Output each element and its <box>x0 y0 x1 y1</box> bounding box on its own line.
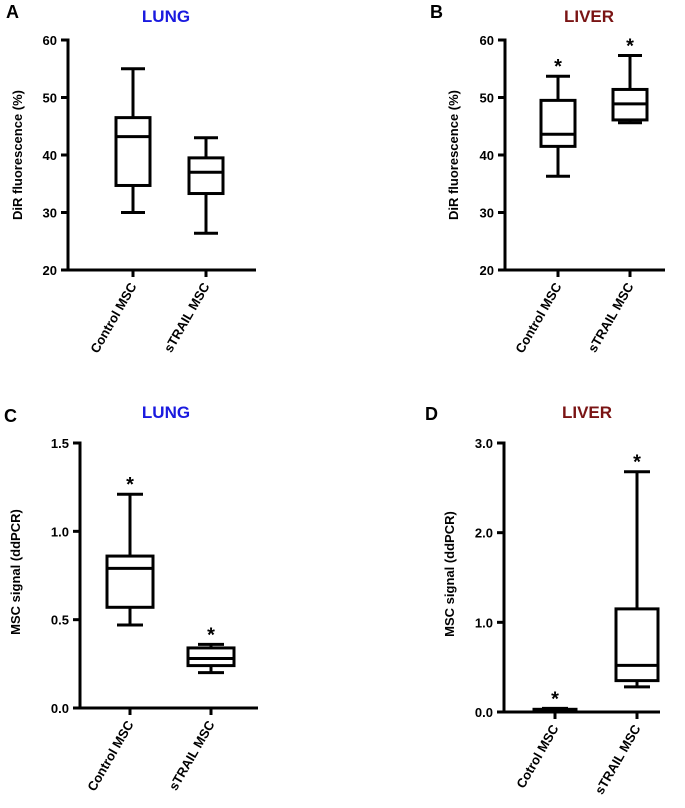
significance-marker: * <box>207 624 215 646</box>
y-axis-label: DiR fluorescence (%) <box>446 90 461 220</box>
chart-title: LIVER <box>562 403 612 422</box>
box-iqr <box>539 98 577 148</box>
y-axis-label: MSC signal (ddPCR) <box>8 509 23 635</box>
y-tick-label: 40 <box>43 148 57 163</box>
x-tick-label: sTRAIL MSC <box>592 721 644 796</box>
y-tick-label: 1.0 <box>51 524 69 539</box>
panel-d: D LIVER MSC signal (ddPCR) 0.0 1.0 2.0 3.0 Cotr… <box>425 403 660 797</box>
panel-letter: C <box>4 406 17 426</box>
y-tick-label: 40 <box>480 148 494 163</box>
y-tick-label: 30 <box>43 206 57 221</box>
y-tick-label: 1.5 <box>51 436 69 451</box>
panel-a: A LUNG DiR fluorescence (%) 20 30 40 50 60 Contr… <box>6 2 256 356</box>
panel-letter: B <box>430 2 443 22</box>
x-tick-label: sTRAIL MSC <box>161 279 213 354</box>
y-tick-label: 2.0 <box>475 526 493 541</box>
y-axis-label: MSC signal (ddPCR) <box>442 511 457 637</box>
significance-marker: * <box>551 688 559 710</box>
panel-c: C LUNG MSC signal (ddPCR) 0.0 0.5 1.0 1.5 Contr… <box>4 403 258 794</box>
significance-marker: * <box>126 474 134 496</box>
x-tick-label: Control MSC <box>87 279 140 355</box>
chart-title: LUNG <box>142 7 190 26</box>
x-tick-label: Cotrol MSC <box>513 721 562 790</box>
panel-b: B LIVER DiR fluorescence (%) 20 30 40 50 60 Cont… <box>430 2 665 356</box>
x-tick-label: sTRAIL MSC <box>166 717 218 792</box>
significance-marker: * <box>626 36 634 58</box>
y-tick-label: 30 <box>480 206 494 221</box>
panel-letter: D <box>425 404 438 424</box>
x-tick-label: Control MSC <box>84 717 137 793</box>
box-iqr <box>105 554 155 609</box>
box-iqr <box>614 607 660 683</box>
box-iqr <box>187 156 225 196</box>
y-tick-label: 20 <box>43 263 57 278</box>
panel-letter: A <box>6 2 19 22</box>
y-tick-label: 0.5 <box>51 613 69 628</box>
significance-marker: * <box>633 452 641 474</box>
box-iqr <box>114 116 152 187</box>
y-tick-label: 0.0 <box>51 701 69 716</box>
x-tick-label: Control MSC <box>512 279 565 355</box>
significance-marker: * <box>554 56 562 78</box>
box-iqr <box>186 646 236 668</box>
y-tick-label: 50 <box>43 91 57 106</box>
y-tick-label: 20 <box>480 263 494 278</box>
chart-title: LUNG <box>142 403 190 422</box>
chart-title: LIVER <box>564 7 614 26</box>
x-tick-label: sTRAIL MSC <box>585 279 637 354</box>
y-axis-label: DiR fluorescence (%) <box>10 90 25 220</box>
y-tick-label: 0.0 <box>475 705 493 720</box>
y-tick-label: 1.0 <box>475 615 493 630</box>
y-tick-label: 60 <box>480 33 494 48</box>
y-tick-label: 60 <box>43 33 57 48</box>
y-tick-label: 50 <box>480 91 494 106</box>
y-tick-label: 3.0 <box>475 436 493 451</box>
